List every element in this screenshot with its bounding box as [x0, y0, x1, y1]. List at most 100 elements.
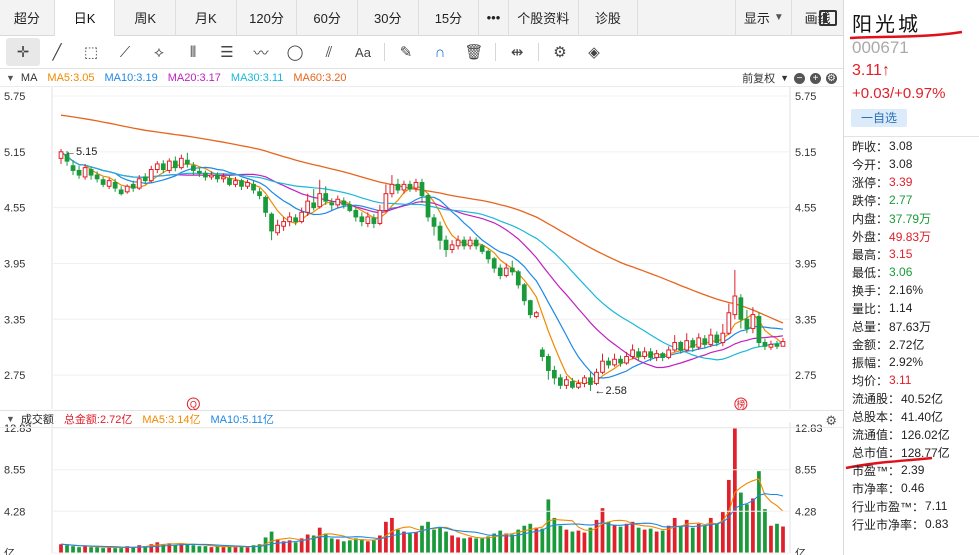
collapse-icon[interactable]: ▼	[6, 414, 15, 424]
candle-body	[660, 353, 666, 358]
candle-body	[768, 343, 774, 348]
stat-row: 量比： 1.14	[844, 299, 979, 317]
vol-tick-label-left: 4.28	[4, 506, 25, 518]
rectangle-icon[interactable]: ⬚	[83, 44, 99, 61]
tab-more[interactable]: •••	[479, 0, 509, 36]
display-dropdown[interactable]: 显示 ▼	[735, 0, 793, 36]
add-watchlist-button[interactable]: 一自选	[851, 109, 907, 127]
fan-icon[interactable]: ⟋	[119, 43, 131, 61]
chevron-down-icon[interactable]: ▼	[780, 73, 789, 83]
tab-diagnosis[interactable]: 诊股	[579, 0, 638, 36]
volume-bar	[630, 521, 635, 553]
volume-bar	[660, 530, 665, 553]
y-tick-label-left: 3.95	[4, 258, 25, 270]
volume-legend: ▼ 成交额 总金额:2.72亿 MA5:3.14亿 MA10:5.11亿 ⚙	[0, 410, 843, 428]
tab-120min[interactable]: 120分	[237, 0, 298, 36]
kline-chart[interactable]: 5.75 5.75 5.15 5.15 4.55 4.55 3.95 3.95 3.35 3.35…	[0, 87, 843, 555]
candle-body	[606, 360, 611, 366]
quote-stats: 昨收： 3.08 今开： 3.08 涨停： 3.39 跌停： 2.77 内盘： 37.79万 外盘：…	[844, 136, 979, 533]
candle-body	[666, 349, 672, 358]
settings-icon[interactable]: ⚙	[825, 413, 837, 428]
volume-bar	[576, 530, 581, 553]
candle-body	[744, 318, 750, 330]
candle-body	[395, 183, 401, 191]
volume-bar	[83, 546, 87, 553]
volume-bar	[233, 547, 238, 553]
stat-label: 市净率：	[852, 481, 901, 496]
volume-bar	[678, 525, 683, 553]
parallel-lines-icon[interactable]: ⦀	[189, 43, 197, 61]
settings-icon[interactable]: ⚙	[553, 44, 567, 61]
volume-bar	[438, 527, 442, 553]
circle-icon[interactable]: ◯	[286, 44, 304, 61]
wave-icon[interactable]: 〰	[253, 44, 269, 62]
volume-bar	[739, 492, 743, 553]
plus-icon[interactable]: +	[810, 72, 821, 84]
candle-body	[389, 183, 395, 195]
stock-code: 000671	[852, 38, 909, 57]
volume-bar	[757, 471, 761, 553]
volume-bar	[594, 519, 599, 553]
candle-body	[245, 182, 250, 187]
stat-value: 2.77	[889, 193, 913, 207]
candle-body	[558, 377, 563, 386]
volume-bar	[227, 546, 232, 553]
minus-icon[interactable]: −	[794, 72, 805, 84]
event-marker-label: 榜	[736, 399, 745, 410]
volume-bar	[456, 537, 460, 553]
volume-bar	[257, 544, 262, 553]
fibonacci-icon[interactable]: ⫽	[325, 43, 333, 61]
volume-bar	[732, 428, 737, 553]
split-icon[interactable]: ⇹	[510, 44, 524, 61]
trash-icon[interactable]: 🗑	[464, 44, 484, 61]
stat-label: 总市值：	[852, 445, 901, 460]
tab-chaofen[interactable]: 超分	[0, 0, 55, 36]
candle-body	[317, 193, 323, 208]
tab-monthly-k[interactable]: 月K	[176, 0, 237, 36]
tab-30min[interactable]: 30分	[358, 0, 419, 36]
text-icon[interactable]: Aa	[355, 44, 371, 60]
y-tick-label-right: 5.15	[795, 147, 816, 159]
tab-label: 15分	[434, 11, 463, 26]
candle-body	[762, 342, 768, 347]
tab-label: 30分	[374, 11, 402, 26]
crosshair-icon[interactable]: ✛	[6, 38, 40, 66]
candle-body	[636, 351, 641, 357]
tab-label: 月K	[195, 11, 217, 26]
tab-weekly-k[interactable]: 周K	[115, 0, 177, 36]
tab-60min[interactable]: 60分	[297, 0, 358, 36]
text-box-icon[interactable]: ☰	[220, 44, 234, 61]
fuquan-dropdown[interactable]: 前复权	[742, 73, 776, 85]
volume-bar	[540, 528, 545, 553]
candle-body	[726, 312, 732, 334]
stat-row: 今开： 3.08	[844, 155, 979, 173]
volume-bar	[281, 541, 286, 553]
candle-body	[654, 353, 660, 358]
candle-body	[455, 239, 461, 247]
collapse-icon[interactable]: ▼	[6, 72, 15, 83]
tab-daily-k[interactable]: 日K	[54, 0, 116, 36]
volume-bar	[347, 540, 352, 553]
y-tick-label-right: 5.75	[795, 91, 816, 103]
volume-bar	[275, 539, 280, 553]
layers-icon[interactable]: ◈	[588, 44, 600, 61]
tab-stock-profile[interactable]: 个股资料	[509, 0, 579, 36]
sidebar-toggle-icon[interactable]	[819, 10, 837, 26]
handwritten-annotations	[845, 30, 963, 470]
stat-row: 总量： 87.63万	[844, 317, 979, 335]
candle-body	[696, 337, 702, 348]
stat-value: 0.46	[901, 481, 925, 495]
volume-bar	[107, 547, 112, 553]
stat-value: 1.14	[889, 301, 913, 315]
candle-body	[197, 170, 202, 174]
magnet-icon[interactable]: ∩	[434, 43, 446, 61]
path-icon[interactable]: ⟡	[154, 43, 164, 61]
candle-body	[82, 167, 88, 178]
line-icon[interactable]: ╱	[52, 44, 62, 61]
settings-icon[interactable]: ⚙	[826, 72, 837, 84]
stat-value: 2.39	[901, 463, 925, 477]
stat-row: 振幅： 2.92%	[844, 353, 979, 371]
vol-tick-label-left: 亿	[4, 547, 15, 555]
pen-icon[interactable]: ✎	[399, 44, 413, 61]
tab-15min[interactable]: 15分	[419, 0, 480, 36]
